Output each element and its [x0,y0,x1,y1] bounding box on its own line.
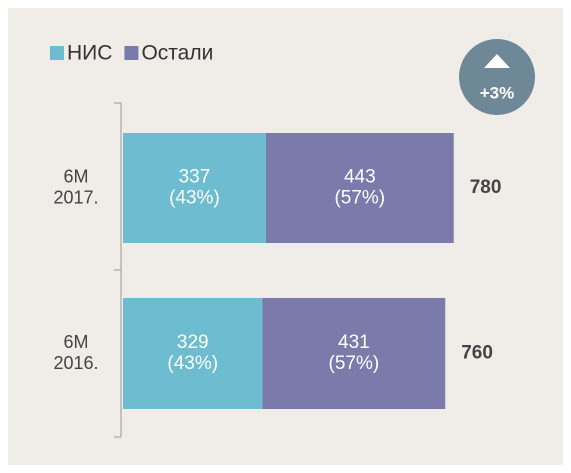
badge-label: +3% [480,83,515,102]
category-label: 6M 2017. [53,166,98,207]
value-label: 443 (57%) [334,167,385,209]
value-label: 329 (43%) [167,332,218,374]
category-label: 6M 2016. [53,332,98,373]
bar [265,133,454,243]
legend-swatch [124,46,139,60]
badge-arrow [484,54,510,68]
bar [123,298,263,409]
value-label: 337 (43%) [169,167,220,209]
total-label: 780 [470,177,502,198]
legend-label: Остали [141,42,213,65]
bar [123,133,266,243]
badge [459,39,535,115]
legend-label: НИС [67,42,112,65]
legend-swatch [50,46,64,60]
total-label: 760 [461,343,493,364]
value-label: 431 (57%) [329,332,380,374]
bar [262,298,446,409]
